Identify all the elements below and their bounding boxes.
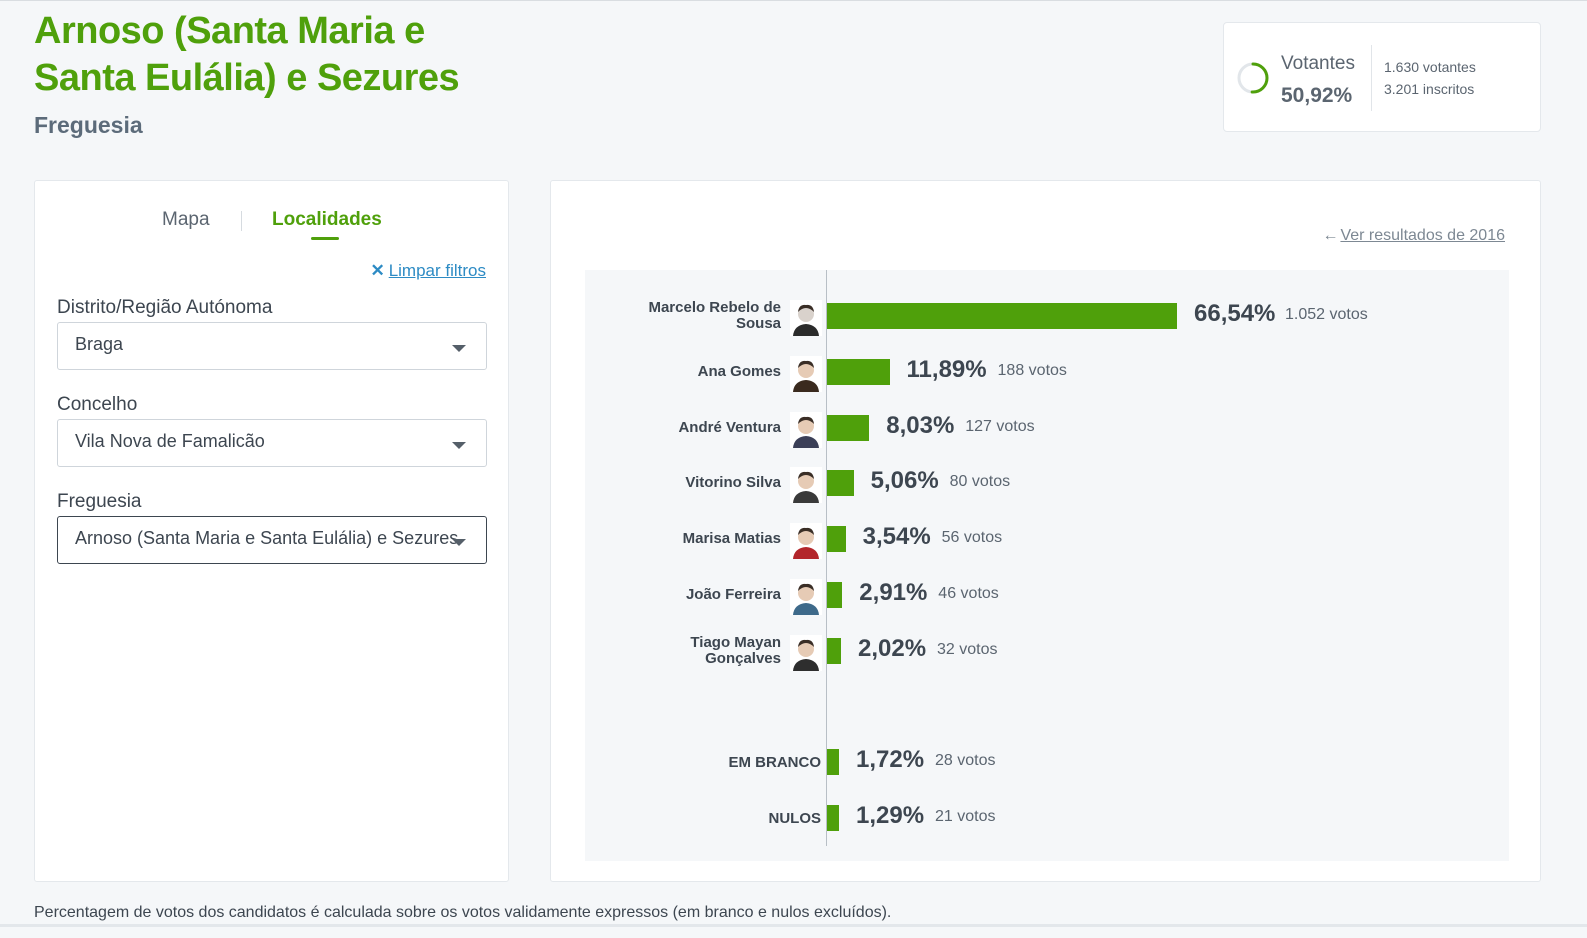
result-bar [827, 638, 841, 664]
turnout-label: Votantes [1281, 53, 1355, 74]
footnote: Percentagem de votos dos candidatos é ca… [34, 904, 892, 921]
chevron-down-icon [452, 345, 466, 352]
result-votes: 127 votos [965, 418, 1035, 435]
candidate-name: Marcelo Rebelo de Sousa [648, 299, 781, 332]
candidate-name: Vitorino Silva [685, 474, 781, 491]
council-value: Vila Nova de Famalicão [75, 431, 265, 451]
page-subtitle: Freguesia [34, 112, 143, 138]
view-tabs: Mapa Localidades [35, 209, 510, 249]
chevron-down-icon [452, 539, 466, 546]
candidate-name: André Ventura [678, 419, 781, 436]
candidate-photo-icon [790, 523, 822, 559]
other-result-label: EM BRANCO [728, 754, 822, 771]
candidate-name: Ana Gomes [697, 363, 781, 380]
turnout-divider [1371, 45, 1372, 111]
candidate-row: Ana Gomes 11,89% 188 votos [585, 352, 1509, 392]
previous-results-label: Ver resultados de 2016 [1340, 227, 1505, 244]
clear-filters-label: Limpar filtros [388, 261, 486, 280]
result-bar [827, 415, 870, 441]
result-votes: 1.052 votos [1285, 306, 1368, 323]
turnout-card: Votantes 50,92% 1.630 votantes 3.201 ins… [1223, 22, 1541, 132]
filters-panel: Mapa Localidades ✕ Limpar filtros Distrit… [34, 180, 509, 882]
candidate-row: Vitorino Silva 5,06% 80 votos [585, 463, 1509, 503]
other-result-row: NULOS 1,29% 21 votos [585, 798, 1509, 838]
result-votes: 46 votos [938, 585, 999, 602]
council-select[interactable]: Vila Nova de Famalicão [57, 419, 487, 467]
candidate-row: Marisa Matias 3,54% 56 votos [585, 519, 1509, 559]
result-votes: 32 votos [937, 641, 998, 658]
top-border [0, 0, 1587, 1]
result-votes: 188 votos [997, 362, 1067, 379]
result-votes: 80 votos [949, 473, 1011, 490]
parish-label: Freguesia [57, 491, 142, 512]
results-chart: Marcelo Rebelo de Sousa 66,54% 1.052 votos… [585, 270, 1509, 861]
candidate-name: Tiago Mayan Gonçalves [690, 634, 781, 667]
clear-filters-link[interactable]: ✕ Limpar filtros [370, 261, 486, 281]
result-bar [827, 526, 846, 552]
tab-localidades[interactable]: Localidades [272, 209, 382, 230]
result-bar [827, 749, 839, 775]
result-votes: 21 votos [935, 808, 996, 825]
previous-results-link[interactable]: ← Ver resultados de 2016 [1322, 227, 1505, 245]
district-value: Braga [75, 334, 124, 354]
result-percent: 8,03% [886, 412, 955, 439]
bottom-border [0, 924, 1587, 927]
candidate-photo-icon [790, 635, 822, 671]
candidate-row: João Ferreira 2,91% 46 votos [585, 575, 1509, 615]
result-bar [827, 303, 1177, 329]
result-votes: 56 votos [941, 529, 1003, 546]
page-title: Arnoso (Santa Maria e Santa Eulália) e S… [34, 10, 460, 99]
candidate-photo-icon [790, 467, 822, 503]
active-tab-indicator [311, 237, 339, 240]
result-bar [827, 582, 843, 608]
result-votes: 28 votos [935, 752, 996, 769]
result-percent: 5,06% [870, 467, 939, 494]
district-label: Distrito/Região Autónoma [57, 297, 273, 318]
result-percent: 1,29% [856, 802, 925, 829]
other-result-label: NULOS [768, 810, 822, 827]
turnout-percent: 50,92% [1281, 84, 1353, 107]
candidate-photo-icon [790, 579, 822, 615]
candidate-row: Marcelo Rebelo de Sousa 66,54% 1.052 votos [585, 296, 1509, 336]
result-bar [827, 359, 890, 385]
candidate-name: Marisa Matias [682, 530, 781, 547]
chevron-down-icon [452, 442, 466, 449]
candidate-row: Tiago Mayan Gonçalves 2,02% 32 votos [585, 631, 1509, 671]
result-percent: 11,89% [906, 356, 987, 383]
turnout-registered: 3.201 inscritos [1384, 81, 1475, 97]
turnout-ring-icon [1237, 62, 1269, 94]
result-percent: 1,72% [856, 746, 925, 773]
chart-axis [826, 270, 827, 846]
parish-value: Arnoso (Santa Maria e Santa Eulália) e S… [75, 528, 459, 548]
result-percent: 2,02% [858, 635, 927, 662]
result-bar [827, 470, 854, 496]
district-select[interactable]: Braga [57, 322, 487, 370]
result-bar [827, 805, 839, 831]
tab-divider [241, 211, 242, 231]
results-panel: ← Ver resultados de 2016 Marcelo Rebelo d… [550, 180, 1541, 882]
candidate-photo-icon [790, 412, 822, 448]
candidate-row: André Ventura 8,03% 127 votos [585, 408, 1509, 448]
turnout-voters: 1.630 votantes [1384, 59, 1476, 75]
candidate-photo-icon [790, 300, 822, 336]
tab-mapa[interactable]: Mapa [162, 209, 210, 230]
other-result-row: EM BRANCO 1,72% 28 votos [585, 742, 1509, 782]
result-percent: 66,54% [1194, 300, 1276, 327]
council-label: Concelho [57, 394, 138, 415]
result-percent: 2,91% [859, 579, 928, 606]
candidate-name: João Ferreira [685, 586, 781, 603]
arrow-left-icon: ← [1322, 227, 1339, 244]
parish-select[interactable]: Arnoso (Santa Maria e Santa Eulália) e S… [57, 516, 487, 564]
close-icon: ✕ [370, 261, 385, 280]
candidate-photo-icon [790, 356, 822, 392]
result-percent: 3,54% [862, 523, 931, 550]
